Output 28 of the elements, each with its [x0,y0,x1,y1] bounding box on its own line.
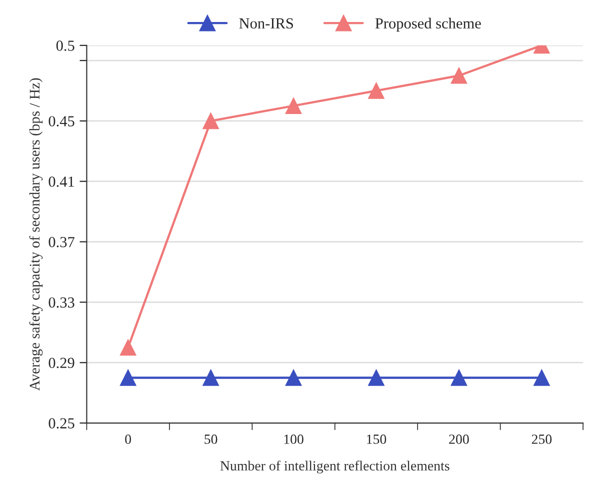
point [120,370,136,386]
y-tick-label: 0.45 [48,116,74,126]
point [285,98,302,114]
x-tick-label: 100 [284,434,304,444]
point [202,112,219,130]
point [368,82,384,99]
y-tick-label: 0.33 [48,297,74,308]
point [534,370,550,386]
x-tick-label: 200 [449,434,469,444]
point [450,67,468,84]
x-tick-label: 50 [204,434,218,444]
y-tick-label: 0.41 [48,176,74,187]
x-tick-label: 250 [532,434,552,444]
x-axis-title: Number of intelligent reflection elements [220,460,450,474]
y-axis-title: Average safety capacity of secondary users (bps / Hz) [29,78,43,391]
x-tick-label: 0 [125,434,132,444]
y-tick-label: 0.5 [56,40,74,51]
point [202,370,219,386]
point [285,370,302,386]
x-tick-label: 150 [367,434,386,444]
point [120,339,136,356]
legend-label: Non-IRS [239,18,293,29]
point [450,370,468,386]
point [368,370,384,386]
legend-label: Proposed scheme [375,18,481,32]
y-tick-label: 0.29 [48,358,74,368]
y-tick-label: 0.25 [48,418,74,429]
y-tick-label: 0.37 [48,236,74,248]
